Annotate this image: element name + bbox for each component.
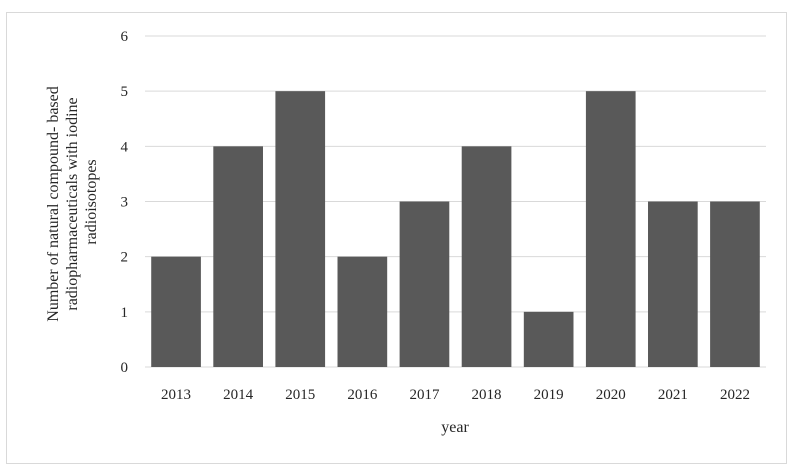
y-axis-title-line-3: radioisotopes — [83, 159, 100, 244]
bar-2021 — [648, 201, 698, 367]
x-tick-label: 2015 — [285, 387, 315, 403]
y-tick-label: 2 — [121, 250, 129, 266]
y-tick-label: 0 — [121, 360, 129, 376]
bar-2015 — [275, 91, 326, 368]
y-tick-label: 3 — [121, 195, 129, 211]
x-tick-label: 2018 — [472, 387, 502, 403]
x-tick-labels: 2013 2014 2015 2016 2017 2018 2019 2020 2021 2022 — [161, 387, 750, 403]
bar-2019 — [523, 311, 574, 367]
x-tick-label: 2021 — [658, 387, 688, 403]
x-tick-label: 2016 — [347, 387, 378, 403]
y-tick-label: 5 — [121, 84, 129, 100]
y-axis-title: Number of natural compound- based radiop… — [45, 82, 100, 321]
bar-2018 — [461, 146, 512, 367]
bar-2020 — [585, 91, 636, 368]
x-tick-label: 2014 — [223, 387, 254, 403]
y-tick-label: 1 — [121, 305, 129, 321]
y-tick-labels: 0 1 2 3 4 5 6 — [121, 29, 129, 376]
y-axis-title-line-2: radiopharmaceuticals with iodine — [64, 97, 81, 310]
x-tick-label: 2013 — [161, 387, 191, 403]
bar-2022 — [710, 201, 760, 367]
bar-2014 — [213, 146, 263, 367]
x-tick-label: 2019 — [534, 387, 564, 403]
bars — [151, 91, 760, 368]
x-tick-label: 2020 — [596, 387, 626, 403]
x-tick-label: 2017 — [409, 387, 440, 403]
x-tick-label: 2022 — [720, 387, 750, 403]
x-axis-title: year — [441, 419, 469, 436]
bar-2013 — [151, 256, 201, 367]
y-tick-label: 6 — [121, 29, 129, 45]
y-tick-label: 4 — [121, 139, 129, 155]
bar-2017 — [399, 201, 450, 367]
bar-2016 — [337, 256, 388, 367]
y-axis-title-line-1: Number of natural compound- based — [45, 86, 62, 321]
